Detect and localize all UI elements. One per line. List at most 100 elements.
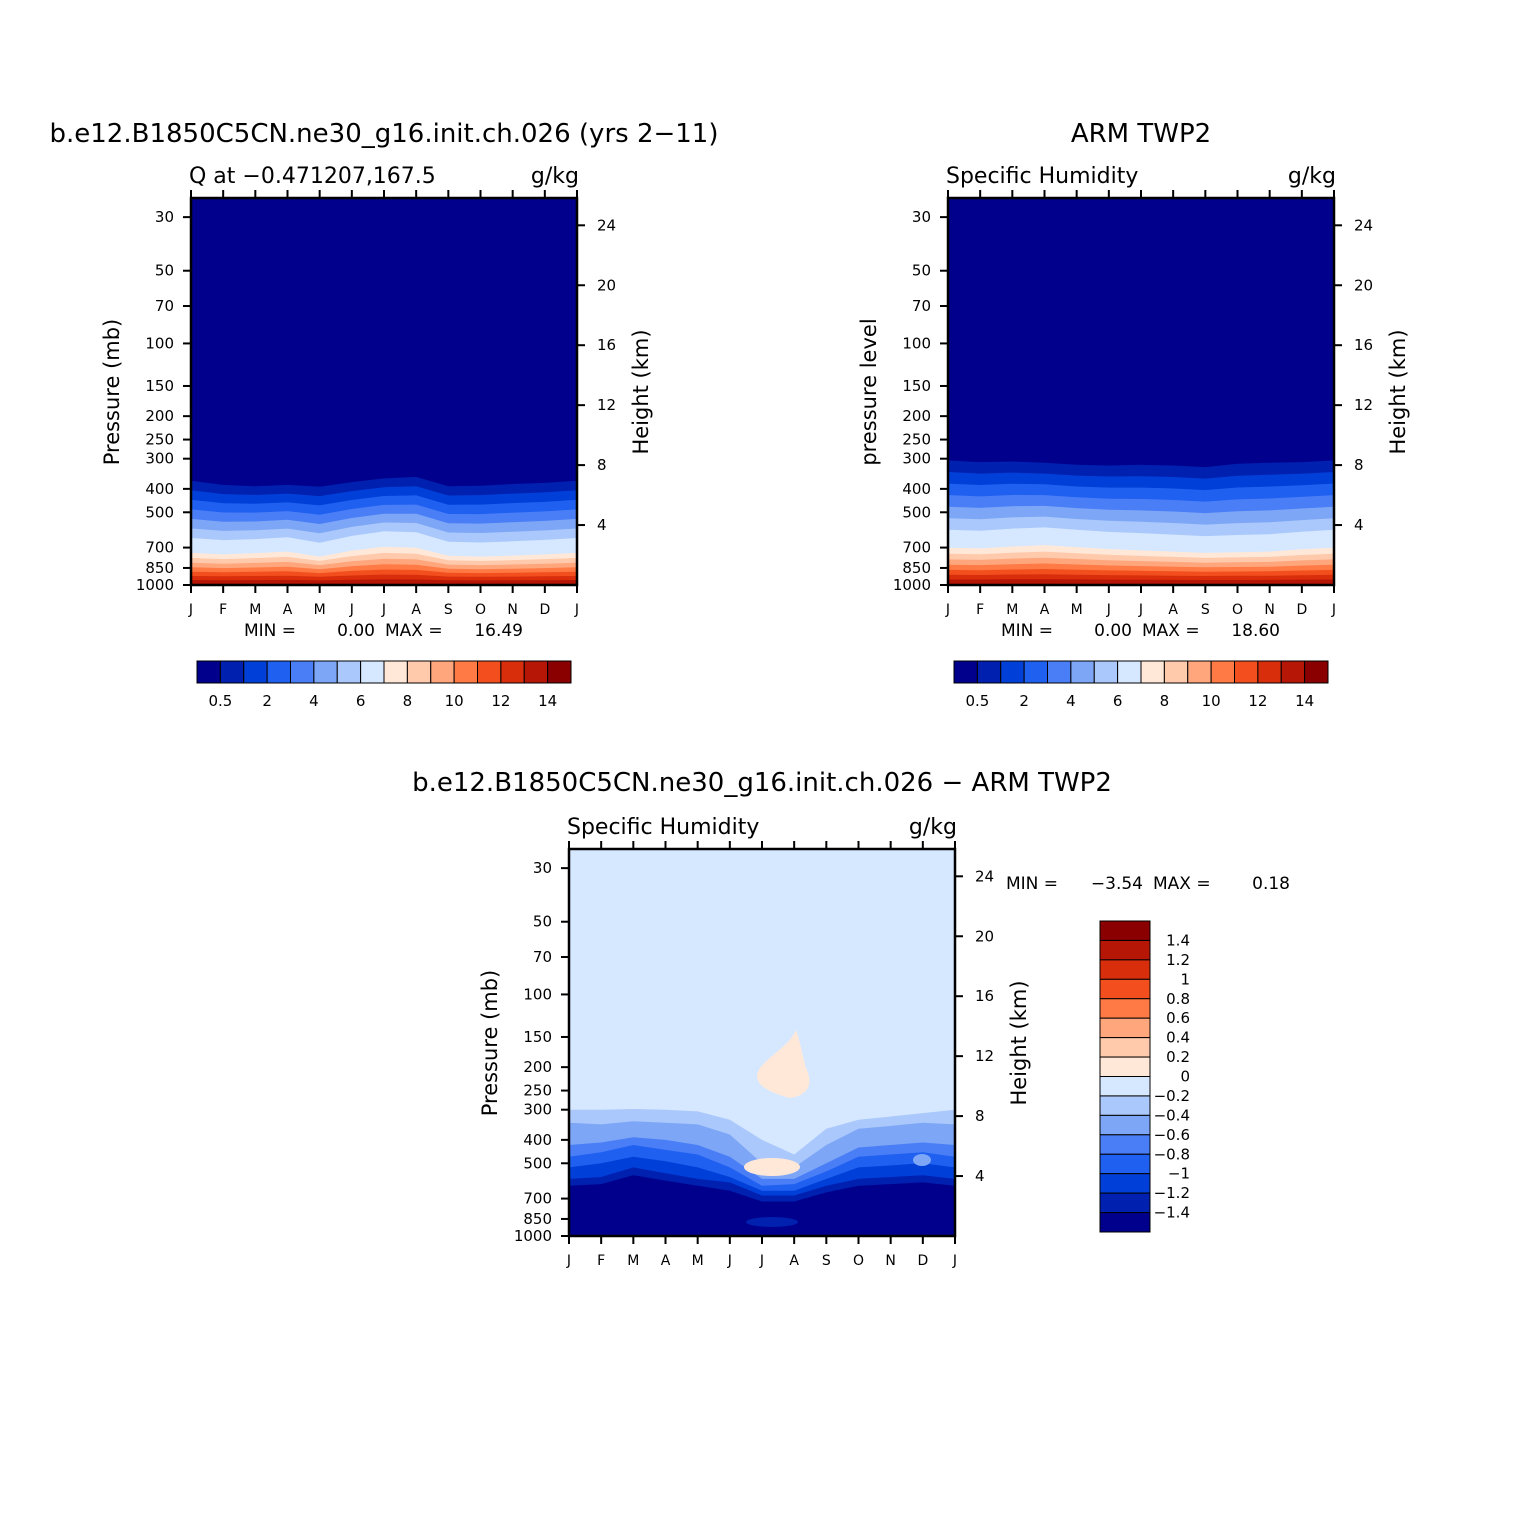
panel-obs-ylabel: pressure level: [857, 318, 881, 465]
panel-obs-max-label: MAX =: [1142, 621, 1200, 641]
colorbar-tick-label: 10: [1202, 692, 1221, 710]
colorbar-tick-label: 0.2: [1166, 1048, 1190, 1066]
positive-anomaly-patch: [757, 1030, 810, 1098]
colorbar-swatch: [266, 660, 291, 684]
colorbar-tick-label: 0.5: [965, 692, 989, 710]
colorbar-swatch: [430, 660, 455, 684]
panel-diff-max-label: MAX =: [1153, 874, 1211, 894]
y2-tick-label: 20: [1354, 276, 1373, 294]
y-tick-label: 70: [155, 297, 174, 315]
colorbar-swatch: [1099, 1056, 1151, 1077]
y-tick-label: 50: [155, 262, 174, 280]
y-tick-label: 700: [523, 1190, 552, 1208]
colorbar-swatch: [1187, 660, 1212, 684]
y-tick-label: 500: [145, 503, 174, 521]
y-tick-label: 500: [523, 1154, 552, 1172]
y-tick-label: 100: [145, 334, 174, 352]
y2-tick-label: 12: [1354, 396, 1373, 414]
x-tick-label: A: [411, 602, 421, 618]
panel-model-colorbar: 0.5 2 4 6 8 10 12 14: [196, 660, 572, 710]
y-tick-label: 30: [912, 208, 931, 226]
y-tick-label: 400: [523, 1131, 552, 1149]
y-tick-label: 300: [902, 450, 931, 468]
panel-model-units: g/kg: [531, 164, 579, 189]
x-tick-label: D: [1296, 602, 1307, 618]
x-tick-label: O: [853, 1253, 864, 1269]
x-tick-label: M: [627, 1253, 639, 1269]
x-tick-label: D: [539, 602, 550, 618]
y2-tick-label: 8: [975, 1107, 985, 1125]
x-tick-label: A: [1168, 602, 1178, 618]
colorbar-tick-label: 8: [1160, 692, 1170, 710]
x-tick-label: M: [314, 602, 326, 618]
y-tick-label: 150: [523, 1028, 552, 1046]
panel-model-plot-area: [191, 198, 577, 585]
y2-tick-label: 4: [1354, 516, 1364, 534]
colorbar-swatch: [453, 660, 478, 684]
colorbar-tick-label: 0: [1180, 1068, 1190, 1086]
x-tick-label: F: [976, 602, 984, 618]
y-tick-label: 850: [145, 559, 174, 577]
x-tick-label: O: [1232, 602, 1243, 618]
colorbar-swatch: [1257, 660, 1282, 684]
panel-obs-units: g/kg: [1288, 164, 1336, 189]
panel-obs-min-value: 0.00: [1094, 621, 1132, 641]
colorbar-swatch: [1163, 660, 1189, 684]
colorbar-swatch: [1099, 998, 1151, 1019]
y-tick-label: 1000: [136, 576, 174, 594]
y2-tick-label: 4: [597, 516, 607, 534]
colorbar-tick-label: 1.2: [1166, 951, 1190, 969]
x-tick-label: M: [692, 1253, 704, 1269]
y2-tick-label: 16: [1354, 336, 1373, 354]
x-tick-label: J: [574, 602, 579, 618]
panel-diff-title: b.e12.B1850C5CN.ne30_g16.init.ch.026 − A…: [412, 768, 1112, 798]
x-tick-label: O: [475, 602, 486, 618]
x-tick-label: N: [507, 602, 517, 618]
panel-model-summary: MIN = 0.00 MAX = 16.49: [244, 621, 523, 641]
panel-model-ylabel: Pressure (mb): [100, 319, 124, 466]
panel-model-min-value: 0.00: [337, 621, 375, 641]
x-tick-label: A: [661, 1253, 671, 1269]
colorbar-swatch: [1099, 1095, 1151, 1116]
x-tick-label: A: [1040, 602, 1050, 618]
colorbar-swatch: [1099, 1153, 1151, 1175]
colorbar-swatch: [1099, 1192, 1151, 1214]
colorbar-tick-label: 6: [1113, 692, 1123, 710]
colorbar-swatch: [290, 660, 315, 684]
colorbar-tick-label: 4: [1066, 692, 1076, 710]
colorbar-swatch: [1000, 660, 1025, 684]
y-tick-label: 700: [145, 539, 174, 557]
panel-obs-plot-area: [948, 198, 1334, 585]
colorbar-swatch: [1099, 920, 1151, 941]
y2-tick-label: 8: [597, 456, 607, 474]
colorbar-tick-label: 14: [538, 692, 557, 710]
colorbar-tick-label: −1.2: [1154, 1184, 1190, 1202]
y-tick-label: 70: [912, 297, 931, 315]
x-tick-label: J: [1106, 602, 1111, 618]
panel-obs-y2label: Height (km): [1386, 329, 1410, 454]
x-tick-label: J: [349, 602, 354, 618]
y-tick-label: 70: [533, 948, 552, 966]
colorbar-tick-label: 0.6: [1166, 1009, 1190, 1027]
colorbar-swatch: [1099, 978, 1151, 1000]
y2-tick-label: 12: [975, 1047, 994, 1065]
x-tick-label: J: [945, 602, 950, 618]
x-tick-label: F: [597, 1253, 605, 1269]
colorbar-tick-label: −1: [1168, 1165, 1190, 1183]
x-tick-label: J: [566, 1253, 571, 1269]
contour-band: [569, 1175, 955, 1236]
colorbar-swatch: [953, 660, 978, 684]
colorbar-tick-label: −0.8: [1154, 1145, 1190, 1163]
x-tick-label: J: [1331, 602, 1336, 618]
panel-diff-left-subtitle: Specific Humidity: [567, 815, 759, 840]
y-tick-label: 100: [523, 985, 552, 1003]
y2-tick-label: 16: [975, 987, 994, 1005]
colorbar-swatch: [1140, 660, 1165, 684]
colorbar-swatch: [1099, 959, 1151, 980]
colorbar-swatch: [1304, 660, 1329, 684]
panel-model-max-label: MAX =: [385, 621, 443, 641]
colorbar-swatch: [360, 660, 385, 684]
